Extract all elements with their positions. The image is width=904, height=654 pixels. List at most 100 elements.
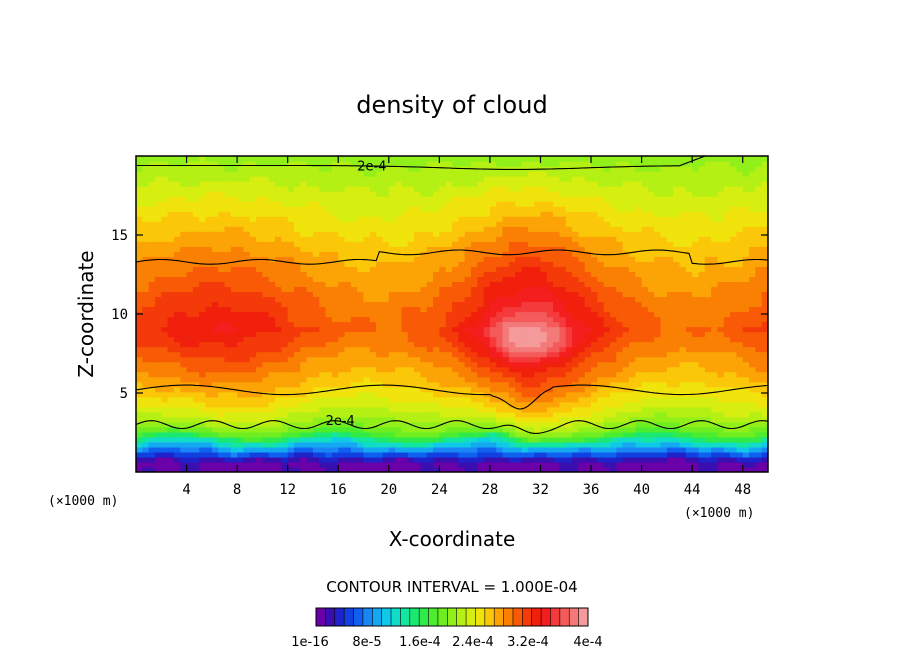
contour-cell [230, 211, 238, 217]
contour-cell [496, 276, 504, 282]
contour-cell [407, 386, 415, 393]
contour-cell [237, 201, 245, 207]
contour-cell [306, 336, 314, 343]
contour-cell [300, 271, 308, 277]
contour-cell [192, 181, 200, 187]
contour-cell [464, 206, 472, 212]
contour-cell [584, 351, 592, 358]
contour-cell [584, 296, 592, 303]
contour-cell [591, 266, 598, 272]
contour-cell [249, 206, 257, 212]
contour-cell [281, 216, 289, 222]
contour-cell [559, 331, 567, 338]
contour-cell [420, 401, 428, 408]
contour-cell [173, 421, 181, 428]
contour-cell [224, 366, 232, 373]
contour-cell [199, 346, 207, 353]
contour-cell [407, 416, 415, 423]
contour-cell [331, 361, 339, 368]
contour-cell [546, 326, 554, 333]
contour-cell [420, 296, 428, 303]
contour-cell [565, 391, 573, 398]
contour-cell [502, 196, 510, 202]
contour-cell [591, 211, 598, 217]
contour-cell [312, 201, 320, 207]
contour-cell [540, 436, 548, 443]
contour-cell [154, 211, 162, 217]
contour-cell [173, 196, 181, 202]
contour-cell [414, 296, 421, 303]
contour-cell [414, 186, 421, 192]
contour-cell [369, 456, 377, 463]
contour-cell [534, 286, 542, 293]
contour-cell [357, 426, 365, 433]
contour-cell [199, 451, 207, 458]
contour-cell [148, 341, 156, 348]
contour-cell [559, 316, 567, 323]
contour-cell [496, 316, 504, 323]
contour-cell [357, 376, 365, 383]
contour-cell [426, 441, 434, 448]
contour-cell [256, 296, 263, 303]
contour-cell [439, 246, 447, 252]
contour-cell [306, 351, 314, 358]
contour-cell [262, 421, 270, 428]
contour-cell [142, 216, 150, 222]
contour-cell [540, 361, 548, 368]
contour-cell [572, 191, 579, 197]
contour-cell [534, 336, 542, 343]
contour-cell [363, 431, 371, 438]
contour-cell [622, 251, 630, 257]
contour-cell [199, 271, 207, 277]
contour-cell [401, 356, 409, 363]
contour-cell [572, 266, 579, 272]
contour-cell [281, 416, 289, 423]
contour-cell [300, 216, 308, 222]
contour-cell [616, 191, 624, 197]
contour-cell [230, 391, 238, 398]
contour-cell [388, 196, 396, 202]
contour-cell [167, 271, 175, 277]
contour-cell [597, 361, 605, 368]
contour-cell [249, 286, 257, 293]
contour-cell [521, 416, 529, 423]
contour-cell [628, 456, 636, 463]
contour-cell [154, 396, 162, 403]
contour-cell [136, 196, 143, 202]
contour-cell [230, 201, 238, 207]
contour-cell [275, 331, 282, 338]
contour-cell [603, 231, 611, 237]
contour-cell [553, 451, 561, 458]
contour-cell [173, 456, 181, 463]
contour-cell [205, 161, 213, 167]
contour-cell [331, 251, 339, 257]
contour-cell [628, 231, 636, 237]
contour-cell [186, 186, 194, 192]
contour-cell [502, 346, 510, 353]
contour-cell [464, 401, 472, 408]
contour-cell [357, 441, 365, 448]
contour-cell [192, 251, 200, 257]
contour-cell [458, 326, 466, 333]
contour-cell [388, 381, 396, 388]
contour-cell [294, 381, 301, 388]
contour-cell [553, 261, 561, 267]
contour-cell [249, 376, 257, 383]
contour-cell [572, 411, 579, 418]
contour-cell [464, 366, 472, 373]
contour-cell [515, 191, 523, 197]
contour-cell [622, 291, 630, 298]
contour-cell [205, 436, 213, 443]
contour-cell [369, 451, 377, 458]
contour-cell [350, 311, 358, 318]
contour-cell [142, 186, 150, 192]
contour-cell [161, 191, 169, 197]
contour-cell [426, 236, 434, 242]
contour-cell [237, 191, 245, 197]
contour-cell [224, 176, 232, 182]
contour-cell [312, 356, 320, 363]
contour-cell [527, 411, 535, 418]
contour-cell [616, 451, 624, 458]
contour-cell [136, 411, 143, 418]
contour-cell [628, 371, 636, 378]
